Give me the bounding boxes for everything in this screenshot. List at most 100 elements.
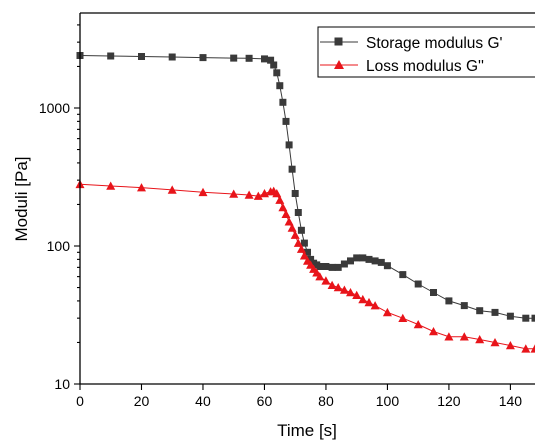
loss-modulus-point	[281, 209, 291, 218]
x-tick-label: 60	[257, 393, 273, 409]
storage-modulus-point	[340, 260, 348, 268]
storage-modulus-point	[377, 258, 385, 266]
loss-modulus-point	[244, 190, 254, 199]
loss-modulus-point	[315, 272, 325, 281]
loss-modulus-point	[167, 185, 177, 194]
x-tick-label: 120	[437, 393, 461, 409]
storage-modulus-point	[300, 239, 308, 247]
storage-modulus-point	[245, 54, 253, 62]
storage-modulus-point	[297, 226, 305, 234]
storage-modulus-point	[328, 263, 336, 271]
storage-modulus-point	[322, 263, 330, 270]
storage-modulus-point	[285, 141, 293, 149]
storage-modulus-point	[276, 82, 284, 90]
loss-modulus-point	[287, 223, 297, 232]
loss-modulus-point	[490, 338, 500, 347]
loss-modulus-point	[530, 344, 535, 353]
loss-modulus-point	[370, 301, 380, 310]
loss-modulus-point	[278, 203, 288, 212]
x-tick-label: 80	[318, 393, 334, 409]
loss-modulus-point	[229, 189, 239, 198]
x-tick-label: 40	[195, 393, 211, 409]
storage-modulus-point	[107, 52, 115, 60]
legend-label-storage: Storage modulus G'	[366, 35, 503, 52]
storage-modulus-point	[261, 55, 268, 63]
loss-modulus-point	[358, 294, 368, 304]
loss-modulus-point	[299, 251, 309, 260]
storage-modulus-point	[476, 307, 484, 315]
loss-modulus-point	[521, 344, 531, 353]
storage-modulus-point	[460, 302, 468, 310]
loss-modulus-point	[444, 332, 454, 341]
loss-modulus-point	[198, 187, 208, 197]
storage-modulus-point	[279, 98, 287, 106]
storage-modulus-point	[371, 257, 379, 265]
storage-modulus-point	[399, 271, 407, 279]
x-tick-label: 100	[376, 393, 400, 409]
legend-marker-storage	[334, 37, 343, 46]
loss-modulus-point	[293, 238, 303, 247]
loss-modulus-point	[106, 181, 116, 190]
loss-modulus-point	[339, 285, 349, 294]
y-tick-label: 100	[47, 238, 71, 254]
storage-modulus-point	[230, 54, 238, 62]
storage-modulus-point	[506, 312, 514, 320]
loss-modulus-point	[346, 288, 355, 297]
storage-modulus-point	[334, 263, 342, 271]
storage-modulus-point	[267, 56, 275, 64]
loss-modulus-point	[253, 191, 263, 200]
storage-modulus-point	[294, 209, 302, 216]
storage-modulus-point	[359, 254, 367, 262]
storage-modulus-point	[353, 254, 361, 262]
y-tick-label: 10	[54, 376, 70, 392]
legend: Storage modulus G' Loss modulus G''	[317, 26, 535, 78]
loss-modulus-point	[296, 244, 306, 253]
storage-modulus-point	[491, 308, 499, 316]
loss-modulus-point	[475, 335, 485, 344]
storage-modulus-point	[282, 117, 290, 125]
legend-label-loss: Loss modulus G''	[366, 58, 484, 75]
storage-modulus-point	[347, 257, 354, 265]
storage-modulus-point	[304, 248, 311, 256]
storage-modulus-point	[522, 314, 530, 322]
ticks: 0 20 40 60 80 100 120 140 10 100 1000	[39, 24, 523, 409]
loss-modulus-point	[137, 183, 146, 192]
storage-modulus-point	[445, 297, 453, 305]
y-axis-label: Moduli [Pa]	[12, 156, 31, 241]
loss-modulus-point	[429, 327, 438, 336]
plot-area	[75, 52, 535, 353]
storage-modulus-point	[291, 190, 299, 197]
storage-modulus-point	[199, 54, 207, 62]
x-axis-label: Time [s]	[277, 421, 337, 440]
loss-modulus-point	[352, 290, 362, 299]
legend-marker-loss	[334, 60, 344, 69]
loss-modulus-point	[413, 320, 423, 329]
loss-modulus-point	[382, 307, 392, 317]
storage-modulus-point	[316, 263, 324, 270]
x-tick-label: 20	[134, 393, 150, 409]
loss-modulus-point	[333, 283, 343, 292]
storage-modulus-point	[270, 61, 278, 69]
loss-modulus-point	[398, 313, 408, 322]
storage-modulus-point	[531, 314, 535, 322]
storage-modulus-point	[430, 289, 437, 296]
x-tick-label: 140	[499, 393, 523, 409]
storage-modulus-point	[138, 53, 145, 60]
loss-modulus-point	[284, 217, 294, 226]
legend-box	[317, 26, 535, 78]
loss-modulus-point	[272, 189, 282, 198]
loss-modulus-point	[321, 276, 331, 285]
loss-modulus-point	[364, 297, 374, 307]
loss-modulus-point	[275, 195, 285, 204]
loss-modulus-point	[459, 332, 469, 341]
storage-modulus-point	[168, 53, 176, 61]
storage-modulus-point	[365, 255, 373, 263]
storage-modulus-point	[288, 165, 296, 173]
loss-modulus-point	[505, 341, 515, 350]
storage-modulus-point	[273, 69, 281, 77]
loss-modulus-point	[290, 230, 300, 239]
x-tick-label: 0	[76, 393, 84, 409]
storage-modulus-line	[79, 55, 535, 319]
storage-modulus-point	[414, 280, 422, 288]
